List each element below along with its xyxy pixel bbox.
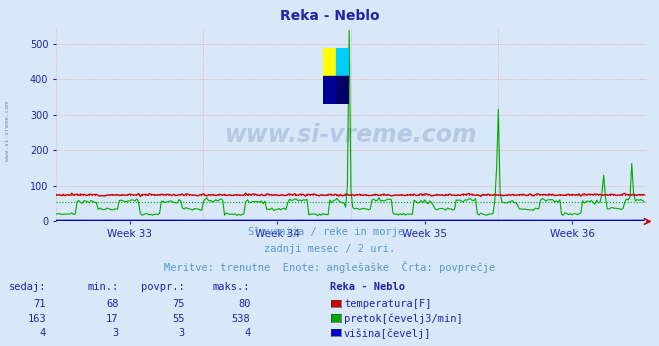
Text: višina[čevelj]: višina[čevelj] xyxy=(344,328,432,339)
Text: 68: 68 xyxy=(106,299,119,309)
Text: 71: 71 xyxy=(34,299,46,309)
Text: Slovenija / reke in morje.: Slovenija / reke in morje. xyxy=(248,227,411,237)
Bar xyxy=(336,76,349,104)
Text: povpr.:: povpr.: xyxy=(141,282,185,292)
Text: www.si-vreme.com: www.si-vreme.com xyxy=(5,101,11,162)
Text: sedaj:: sedaj: xyxy=(9,282,46,292)
Text: 4: 4 xyxy=(244,328,250,338)
Text: min.:: min.: xyxy=(88,282,119,292)
Bar xyxy=(323,48,336,76)
Text: 538: 538 xyxy=(232,314,250,324)
Text: 3: 3 xyxy=(179,328,185,338)
Text: 75: 75 xyxy=(172,299,185,309)
Bar xyxy=(323,76,336,104)
Text: 80: 80 xyxy=(238,299,250,309)
Text: 17: 17 xyxy=(106,314,119,324)
Text: 55: 55 xyxy=(172,314,185,324)
Text: pretok[čevelj3/min]: pretok[čevelj3/min] xyxy=(344,314,463,324)
Bar xyxy=(336,48,349,76)
Text: 3: 3 xyxy=(113,328,119,338)
Text: Reka - Neblo: Reka - Neblo xyxy=(330,282,405,292)
Text: maks.:: maks.: xyxy=(213,282,250,292)
Text: Reka - Neblo: Reka - Neblo xyxy=(279,9,380,22)
Text: zadnji mesec / 2 uri.: zadnji mesec / 2 uri. xyxy=(264,244,395,254)
Text: Meritve: trenutne  Enote: anglešaške  Črta: povprečje: Meritve: trenutne Enote: anglešaške Črta… xyxy=(164,261,495,273)
Text: 163: 163 xyxy=(28,314,46,324)
Text: 4: 4 xyxy=(40,328,46,338)
Text: temperatura[F]: temperatura[F] xyxy=(344,299,432,309)
Text: www.si-vreme.com: www.si-vreme.com xyxy=(225,123,477,147)
